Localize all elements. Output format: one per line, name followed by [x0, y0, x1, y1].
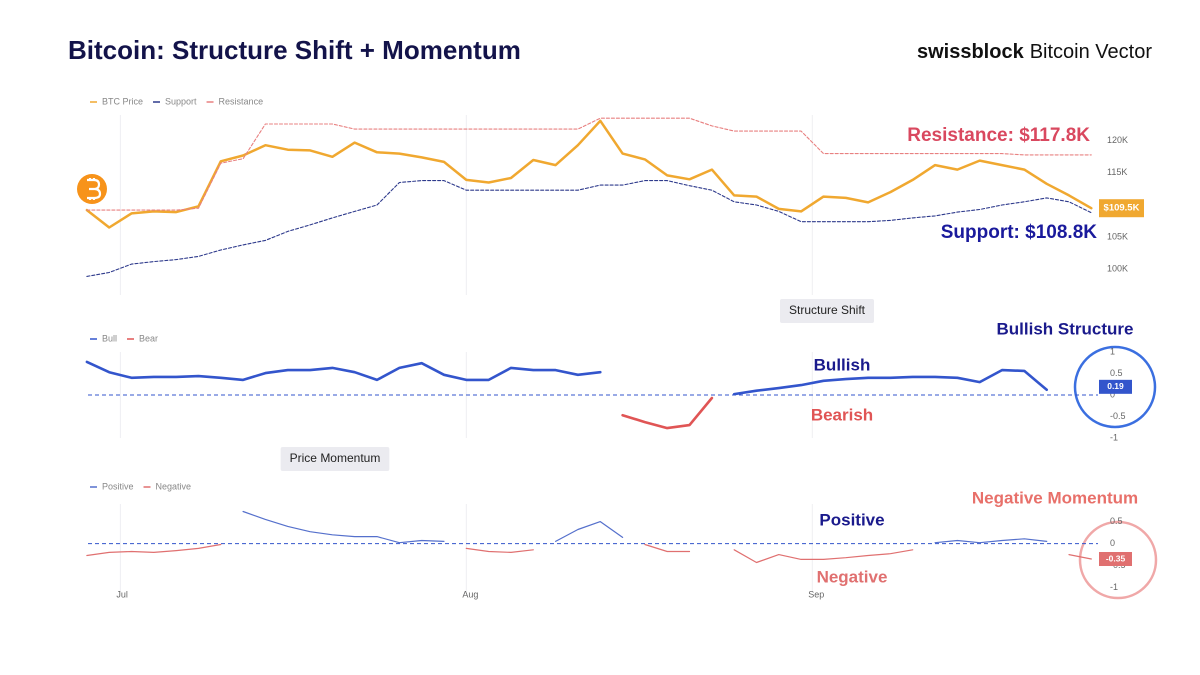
series-line [86, 180, 1092, 277]
y-tick-label: -0.5 [1110, 411, 1126, 421]
annotation: Resistance: $117.8K [907, 125, 1090, 146]
series-line [87, 362, 1091, 394]
series-line [86, 117, 1092, 211]
legend-label: BTC Price [102, 96, 143, 106]
y-tick-label: 105K [1107, 232, 1128, 242]
value-badge [1099, 379, 1132, 394]
y-tick-label: 115K [1107, 167, 1127, 177]
price-badge-label: $109.5K [1104, 203, 1140, 214]
panel-title-box [779, 299, 875, 323]
highlight-circle [1078, 520, 1158, 600]
highlight-circle [1073, 345, 1157, 429]
brand-name: swissblock [917, 41, 1025, 63]
series-line [86, 543, 1092, 564]
brand-product: Bitcoin Vector [1030, 41, 1153, 63]
panel-title: Structure Shift [779, 299, 875, 323]
panel-title-text: Price Momentum [290, 451, 381, 465]
value-badge-label: -0.35 [1106, 553, 1126, 563]
y-tick-label: -1 [1110, 432, 1118, 442]
annotation: Negative [817, 567, 888, 586]
brand: swissblock Bitcoin Vector [917, 41, 1152, 63]
y-tick-label: -1 [1110, 582, 1118, 592]
legend-label: Bull [102, 333, 117, 343]
y-tick-label: 0.5 [1110, 368, 1123, 378]
x-tick-label: Jul [116, 589, 128, 599]
annotation: Support: $108.8K [941, 222, 1098, 243]
y-tick-label: 100K [1107, 264, 1128, 274]
annotation: Positive [819, 510, 884, 529]
icon-glyph [87, 178, 102, 200]
bitcoin-icon [77, 174, 107, 204]
y-tick-label: 0.5 [1110, 516, 1123, 526]
legend-label: Negative [156, 481, 192, 491]
price-badge [1099, 199, 1144, 218]
value-badge-label: 0.19 [1107, 381, 1124, 391]
y-tick-label: 120K [1107, 135, 1128, 145]
legend-label: Resistance [219, 96, 264, 106]
annotation: Negative Momentum [972, 488, 1138, 507]
legend-label: Support [165, 96, 197, 106]
panel-title: Price Momentum [280, 447, 390, 471]
page-title: Bitcoin: Structure Shift + Momentum [68, 35, 521, 65]
x-tick-label: Aug [462, 589, 478, 599]
series-line [85, 119, 1093, 229]
series-line [242, 510, 1048, 544]
y-tick-label: 0 [1110, 389, 1115, 399]
x-tick-label: Sep [808, 589, 824, 599]
legend-label: Positive [102, 481, 134, 491]
y-tick-label: 0 [1110, 538, 1115, 548]
y-tick-label: 1 [1110, 346, 1115, 356]
annotation: Bullish [814, 355, 871, 374]
legend-label: Bear [139, 333, 158, 343]
annotation: Bearish [811, 405, 873, 424]
panel-title-box [280, 447, 390, 471]
panel-title-text: Structure Shift [789, 303, 866, 317]
annotation: Bullish Structure [997, 319, 1134, 338]
value-badge [1099, 552, 1132, 566]
